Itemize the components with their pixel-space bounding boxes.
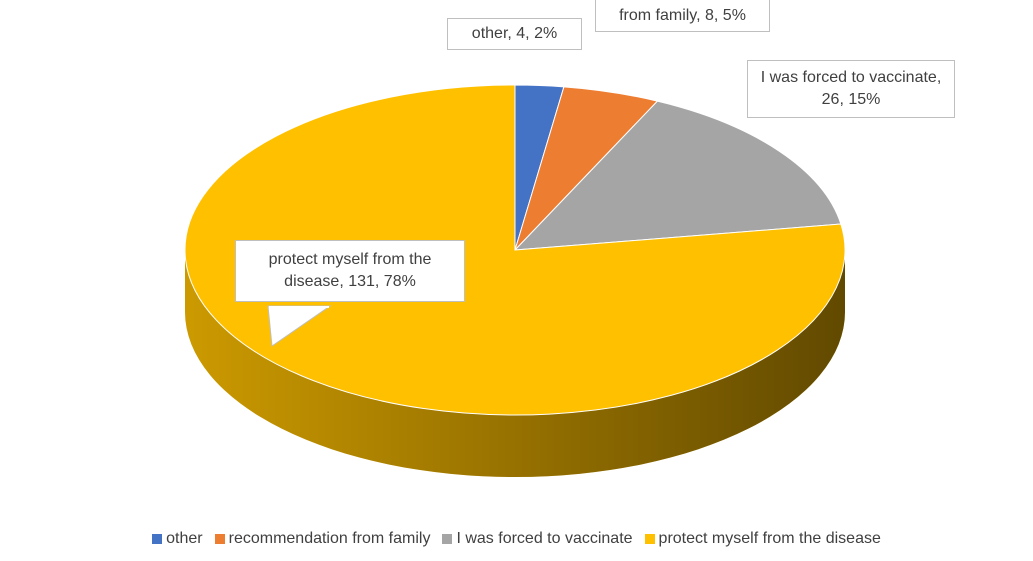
legend-item: recommendation from family — [214, 530, 431, 548]
legend-item: I was forced to vaccinate — [442, 530, 633, 548]
data-label: recommendation from family, 8, 5% — [595, 0, 770, 32]
legend-label: recommendation from family — [228, 530, 431, 547]
slice — [513, 100, 842, 251]
data-label: other, 4, 2% — [447, 18, 582, 50]
legend-label: other — [166, 530, 203, 547]
slice — [184, 84, 846, 416]
legend-label: I was forced to vaccinate — [456, 530, 633, 547]
legend: other recommendation from family I was for… — [0, 530, 1033, 548]
legend-label: protect myself from the disease — [658, 530, 881, 547]
legend-item: other — [152, 530, 203, 548]
legend-swatch — [442, 534, 453, 544]
legend-item: protect myself from the disease — [644, 530, 881, 548]
data-label: I was forced to vaccinate, 26, 15% — [747, 60, 955, 118]
legend-swatch — [214, 534, 225, 544]
legend-swatch — [644, 534, 655, 544]
data-label: protect myself from the disease, 131, 78… — [235, 240, 465, 302]
legend-swatch — [152, 534, 163, 544]
slice-side-shade — [185, 250, 845, 477]
